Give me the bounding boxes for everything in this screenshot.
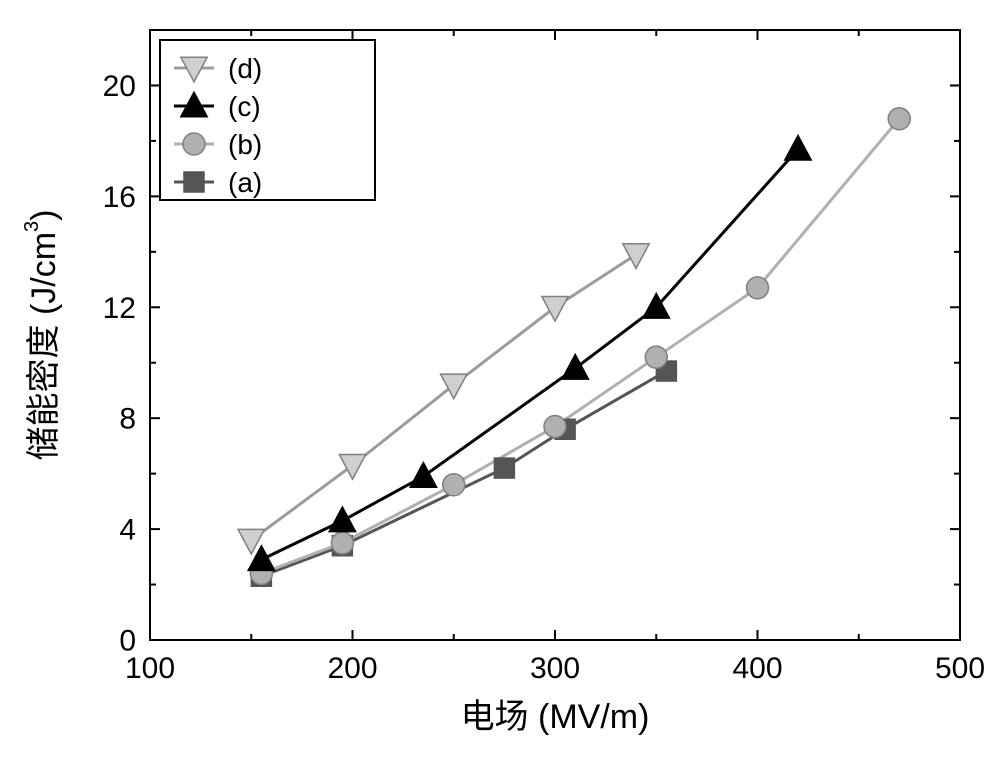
marker-triangle-up bbox=[785, 135, 811, 160]
x-tick-label: 400 bbox=[732, 652, 782, 685]
series-line-b bbox=[261, 119, 899, 574]
legend-label: (c) bbox=[228, 91, 261, 122]
marker-circle bbox=[331, 532, 353, 554]
marker-circle bbox=[645, 346, 667, 368]
marker-circle bbox=[544, 416, 566, 438]
legend-item-d: (d) bbox=[174, 53, 262, 84]
legend: (d) (c) (b) (a) bbox=[160, 40, 375, 200]
legend-item-b: (b) bbox=[174, 129, 262, 160]
marker-circle bbox=[443, 474, 465, 496]
marker-triangle-down bbox=[623, 244, 649, 269]
marker-triangle-up bbox=[562, 354, 588, 379]
marker-triangle-down bbox=[441, 374, 467, 399]
marker-square bbox=[184, 172, 204, 192]
series-line-a bbox=[261, 371, 666, 576]
y-axis-label: 储能密度 (J/cm3) bbox=[21, 210, 63, 461]
marker-circle bbox=[888, 108, 910, 130]
legend-label: (b) bbox=[228, 129, 262, 160]
svg-text:储能密度 (J/cm3): 储能密度 (J/cm3) bbox=[21, 210, 63, 461]
x-tick-label: 300 bbox=[530, 652, 580, 685]
y-tick-label: 4 bbox=[119, 514, 136, 547]
marker-square bbox=[494, 458, 514, 478]
marker-circle bbox=[183, 133, 205, 155]
y-tick-label: 8 bbox=[119, 403, 136, 436]
series-lines bbox=[251, 119, 899, 577]
series-markers bbox=[238, 108, 910, 587]
y-tick-label: 0 bbox=[119, 625, 136, 658]
plot-frame bbox=[150, 30, 960, 640]
x-tick-label: 200 bbox=[327, 652, 377, 685]
marker-triangle-down bbox=[542, 296, 568, 321]
marker-triangle-up bbox=[410, 463, 436, 488]
marker-triangle-up bbox=[329, 507, 355, 532]
marker-circle bbox=[747, 277, 769, 299]
marker-triangle-down bbox=[339, 455, 365, 480]
legend-item-c: (c) bbox=[174, 91, 261, 122]
y-tick-label: 20 bbox=[103, 70, 136, 103]
legend-label: (d) bbox=[228, 53, 262, 84]
legend-label: (a) bbox=[228, 167, 262, 198]
x-tick-label: 500 bbox=[935, 652, 985, 685]
x-axis-label: 电场 (MV/m) bbox=[461, 698, 650, 736]
legend-item-a: (a) bbox=[174, 167, 262, 198]
line-chart: 100200300400500 048121620 电场 (MV/m) 储能密度… bbox=[0, 0, 1000, 758]
y-tick-label: 16 bbox=[103, 181, 136, 214]
chart-container: 100200300400500 048121620 电场 (MV/m) 储能密度… bbox=[0, 0, 1000, 758]
series-line-c bbox=[261, 149, 798, 559]
y-tick-label: 12 bbox=[103, 292, 136, 325]
